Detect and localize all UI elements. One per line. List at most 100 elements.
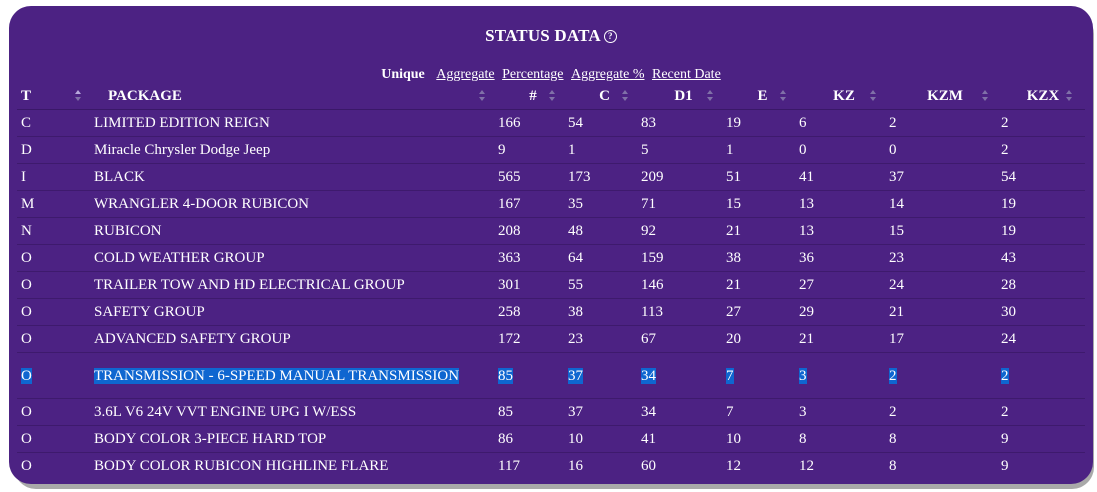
cell-package: SAFETY GROUP xyxy=(94,299,498,326)
cell-value: LIMITED EDITION REIGN xyxy=(94,114,270,131)
table-row[interactable]: O TRAILER TOW AND HD ELECTRICAL GROUP 301 5… xyxy=(17,271,1085,299)
help-circle-icon[interactable]: ? xyxy=(603,30,617,43)
table-row[interactable]: O 3.6L V6 24V VVT ENGINE UPG I W/ESS 85 37 3… xyxy=(17,398,1085,426)
table-row[interactable]: O BODY COLOR 3-PIECE HARD TOP 86 10 41 10 8 8 9 xyxy=(17,425,1085,453)
cell-c: 54 xyxy=(568,110,641,137)
column-header-type[interactable]: T xyxy=(17,84,94,110)
cell-kzm: 2 xyxy=(889,353,1001,399)
cell-value: 0 xyxy=(799,141,807,158)
sort-arrows-icon[interactable] xyxy=(549,88,556,104)
column-header-c[interactable]: C xyxy=(568,84,641,110)
table-row[interactable]: M WRANGLER 4-DOOR RUBICON 167 35 71 15 13 14 19 xyxy=(17,190,1085,218)
table-row[interactable]: O ADVANCED SAFETY GROUP 172 23 67 20 21 17 24 xyxy=(17,325,1085,353)
cell-kz: 41 xyxy=(799,164,889,191)
mode-aggregate-percent-link[interactable]: Aggregate % xyxy=(571,67,645,82)
cell-count: 9 xyxy=(498,137,568,164)
sort-arrows-icon[interactable] xyxy=(75,88,82,104)
sort-arrows-icon[interactable] xyxy=(707,88,714,104)
cell-value: 8 xyxy=(799,430,807,447)
column-header-kzx[interactable]: KZX xyxy=(1001,84,1085,110)
table-row[interactable]: O BODY COLOR RUBICON HIGHLINE FLARE 117 16 6… xyxy=(17,452,1085,480)
cell-value: M xyxy=(21,195,35,212)
cell-value: 10 xyxy=(568,430,583,447)
column-header-kzm[interactable]: KZM xyxy=(889,84,1001,110)
table-row[interactable]: N RUBICON 208 48 92 21 13 15 19 xyxy=(17,217,1085,245)
cell-value: 27 xyxy=(726,303,741,320)
cell-value: 19 xyxy=(1001,195,1016,212)
table-row[interactable]: C LIMITED EDITION REIGN 166 54 83 19 6 2 2 xyxy=(17,109,1085,137)
cell-package: Miracle Chrysler Dodge Jeep xyxy=(94,137,498,164)
cell-value: 37 xyxy=(568,367,583,384)
cell-value: 0 xyxy=(889,141,897,158)
mode-percentage-link[interactable]: Percentage xyxy=(502,67,564,82)
cell-kzm: 23 xyxy=(889,245,1001,272)
mode-aggregate-link[interactable]: Aggregate xyxy=(436,67,495,82)
cell-kzm: 17 xyxy=(889,326,1001,353)
cell-kzx: 2 xyxy=(1001,399,1085,426)
cell-value: 7 xyxy=(726,403,734,420)
cell-type: O xyxy=(17,426,94,453)
column-header-count[interactable]: # xyxy=(498,84,568,110)
cell-value: 41 xyxy=(799,168,814,185)
table-row[interactable]: O TRANSMISSION - 6-SPEED MANUAL TRANSMISS… xyxy=(17,352,1085,399)
cell-value: 301 xyxy=(498,276,521,293)
cell-e: 20 xyxy=(726,326,799,353)
cell-package: COLD WEATHER GROUP xyxy=(94,245,498,272)
table-row[interactable]: D Miracle Chrysler Dodge Jeep 9 1 5 1 0 0 2 xyxy=(17,136,1085,164)
cell-value: 54 xyxy=(568,114,583,131)
cell-kzx: 54 xyxy=(1001,164,1085,191)
cell-count: 166 xyxy=(498,110,568,137)
cell-value: D xyxy=(21,141,32,158)
cell-value: 36 xyxy=(799,249,814,266)
cell-count: 85 xyxy=(498,353,568,399)
cell-value: 7 xyxy=(726,367,734,384)
sort-arrows-icon[interactable] xyxy=(479,88,486,104)
cell-value: 258 xyxy=(498,303,521,320)
column-header-d1[interactable]: D1 xyxy=(641,84,726,110)
mode-unique[interactable]: Unique xyxy=(381,67,425,82)
sort-arrows-icon[interactable] xyxy=(622,88,629,104)
cell-kz: 29 xyxy=(799,299,889,326)
cell-value: 85 xyxy=(498,403,513,420)
cell-value: COLD WEATHER GROUP xyxy=(94,249,265,266)
sort-arrows-icon[interactable] xyxy=(1066,88,1073,104)
cell-value: O xyxy=(21,249,32,266)
sort-arrows-icon[interactable] xyxy=(780,88,787,104)
cell-value: 30 xyxy=(1001,303,1016,320)
cell-value: 167 xyxy=(498,195,521,212)
column-header-e[interactable]: E xyxy=(726,84,799,110)
cell-c: 37 xyxy=(568,399,641,426)
cell-d1: 146 xyxy=(641,272,726,299)
cell-value: 37 xyxy=(889,168,904,185)
cell-count: 172 xyxy=(498,326,568,353)
cell-count: 86 xyxy=(498,426,568,453)
cell-value: I xyxy=(21,168,26,185)
cell-kzx: 9 xyxy=(1001,453,1085,480)
mode-recent-date-link[interactable]: Recent Date xyxy=(651,67,721,82)
column-header-package[interactable]: PACKAGE xyxy=(94,84,498,110)
cell-package: RUBICON xyxy=(94,218,498,245)
cell-value: 10 xyxy=(726,430,741,447)
cell-package: BODY COLOR 3-PIECE HARD TOP xyxy=(94,426,498,453)
column-header-kz[interactable]: KZ xyxy=(799,84,889,110)
cell-value: 12 xyxy=(799,457,814,474)
status-data-panel: STATUS DATA? Unique Aggregate Percentage… xyxy=(9,6,1093,484)
status-data-table: T PACKAGE # C D1 E KZ KZM KZX C LIMITED EDITION R… xyxy=(17,84,1085,479)
cell-value: O xyxy=(21,367,32,384)
cell-type: O xyxy=(17,453,94,480)
cell-value: BLACK xyxy=(94,168,145,185)
sort-arrows-icon[interactable] xyxy=(982,88,989,104)
cell-value: WRANGLER 4-DOOR RUBICON xyxy=(94,195,309,212)
cell-c: 16 xyxy=(568,453,641,480)
cell-value: 9 xyxy=(498,141,506,158)
cell-type: O xyxy=(17,272,94,299)
table-row[interactable]: O SAFETY GROUP 258 38 113 27 29 21 30 xyxy=(17,298,1085,326)
table-row[interactable]: I BLACK 565 173 209 51 41 37 54 xyxy=(17,163,1085,191)
sort-arrows-icon[interactable] xyxy=(870,88,877,104)
column-header-label: E xyxy=(757,88,768,104)
cell-value: 27 xyxy=(799,276,814,293)
table-row[interactable]: O COLD WEATHER GROUP 363 64 159 38 36 23 43 xyxy=(17,244,1085,272)
cell-kzx: 28 xyxy=(1001,272,1085,299)
cell-value: 1 xyxy=(726,141,734,158)
cell-type: D xyxy=(17,137,94,164)
